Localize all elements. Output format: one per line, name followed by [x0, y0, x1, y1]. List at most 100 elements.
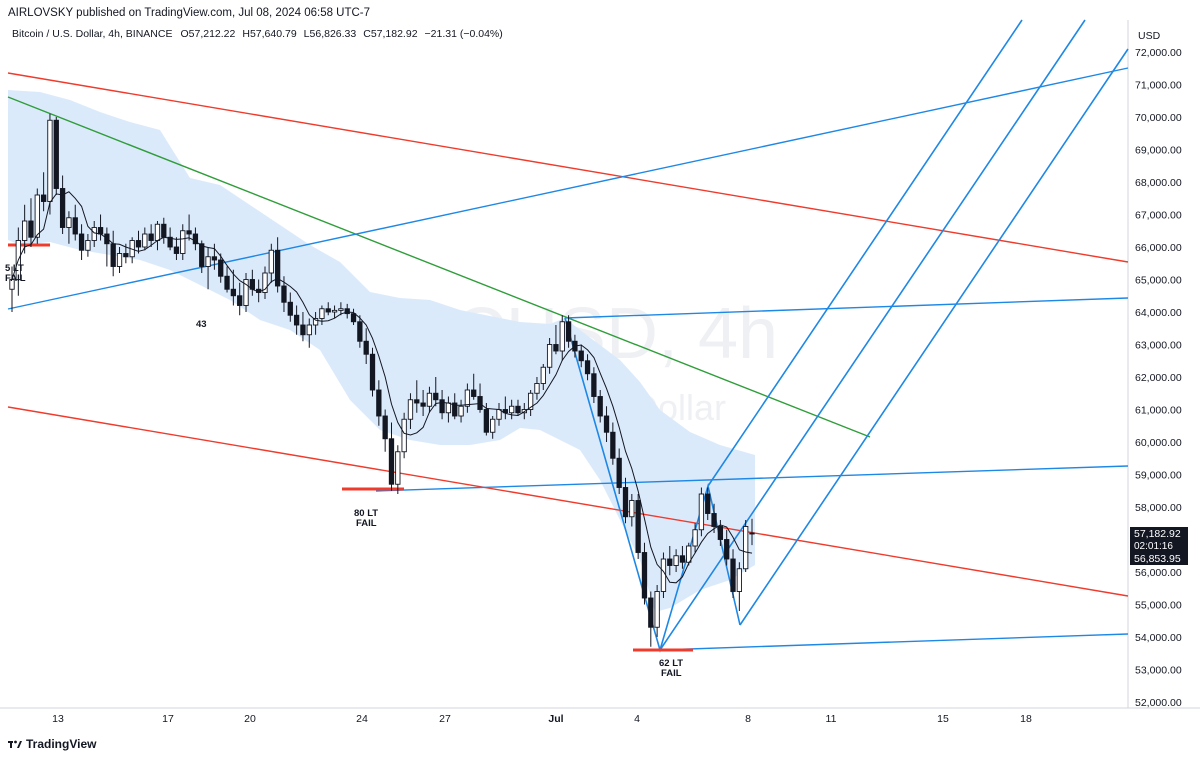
candle-down: [350, 313, 357, 323]
candle-down: [218, 259, 224, 277]
candle-down: [230, 288, 237, 297]
annotation-5-lt: 5 LT: [5, 263, 24, 274]
time-tick-label: 15: [937, 713, 949, 725]
price-tick-label: 68,000.00: [1135, 177, 1182, 189]
candle-down: [483, 409, 490, 433]
candle-up: [47, 119, 53, 202]
pitchfork-lower[interactable]: [739, 48, 1129, 626]
candle-down: [584, 360, 591, 375]
time-tick-label: 24: [356, 713, 368, 725]
symbol-info-line: Bitcoin / U.S. Dollar, 4h, BINANCE O57,21…: [12, 28, 503, 40]
tradingview-logo-text: TradingView: [26, 737, 97, 751]
candle-up: [546, 344, 553, 368]
candle-up: [268, 249, 274, 274]
candle-up: [540, 366, 546, 384]
blue-line-lower[interactable]: [659, 633, 1129, 651]
time-tick-label: 17: [162, 713, 174, 725]
blue-line-upper[interactable]: [564, 297, 1129, 319]
tradingview-logo[interactable]: TradingView: [8, 737, 96, 751]
candle-down: [711, 513, 717, 527]
price-axis[interactable]: 72,000.00 71,000.00 70,000.00 69,000.00 68,0…: [1135, 47, 1182, 709]
symbol-label[interactable]: Bitcoin / U.S. Dollar, 4h, BINANCE: [12, 28, 173, 40]
channel-lower-line[interactable]: [7, 406, 1129, 597]
candle-up: [262, 272, 268, 293]
time-tick-label: 27: [439, 713, 451, 725]
candle-up: [490, 418, 496, 433]
moving-average-line: [11, 191, 753, 584]
candle-up: [401, 418, 407, 453]
candle-down: [610, 431, 616, 459]
channel-upper-line[interactable]: [7, 72, 1129, 263]
candle-up: [698, 493, 705, 531]
candle-down: [192, 233, 199, 245]
pitchfork-median[interactable]: [659, 19, 1086, 651]
candle-down: [72, 217, 78, 235]
candle-down: [293, 314, 300, 326]
candle-down: [414, 399, 420, 404]
candle-up: [205, 256, 211, 267]
candle-up: [407, 399, 414, 420]
candle-up: [154, 223, 161, 241]
candle-up: [66, 217, 72, 228]
candle-down: [705, 493, 711, 514]
candle-up: [395, 451, 401, 485]
candle-up: [673, 555, 679, 566]
candle-up: [331, 309, 338, 313]
candle-up: [686, 545, 692, 563]
candle-down: [224, 275, 230, 290]
blue-line-middle[interactable]: [375, 465, 1129, 492]
candle-down: [344, 308, 350, 315]
countdown-tag: 02:01:16: [1134, 541, 1173, 552]
candle-down: [161, 223, 167, 238]
blue-trendline-long[interactable]: [7, 67, 1129, 310]
candle-down: [167, 236, 173, 248]
candle-down: [369, 353, 376, 391]
candle-down: [78, 233, 85, 251]
candle-down: [578, 350, 584, 362]
price-tick-label: 70,000.00: [1135, 112, 1182, 124]
candle-up: [534, 383, 540, 394]
time-tick-label: 4: [634, 713, 640, 725]
candle-up: [736, 568, 743, 592]
candle-down: [325, 308, 331, 313]
green-trendline[interactable]: [7, 96, 871, 438]
candle-up: [180, 230, 186, 254]
time-axis[interactable]: 13 17 20 24 27 Jul 4 8 11 15 18: [52, 713, 1032, 725]
countdown-tag-bg: [1130, 540, 1188, 552]
candle-down: [603, 415, 610, 433]
price-tick-label: 64,000.00: [1135, 307, 1182, 319]
pitchfork-upper[interactable]: [707, 19, 1023, 487]
candle-up: [426, 392, 433, 407]
tradingview-icon: [8, 740, 22, 748]
price-tick-label: 72,000.00: [1135, 47, 1182, 59]
last-price-tag: 57,182.92: [1134, 528, 1181, 540]
candle-down: [300, 324, 306, 336]
candle-down: [376, 389, 382, 417]
candle-down: [135, 240, 142, 248]
annotation-80-lt: 80 LT: [354, 508, 378, 519]
ohlc-close: C57,182.92: [363, 28, 418, 40]
candle-down: [471, 389, 477, 397]
candle-down: [730, 558, 736, 592]
candle-up: [312, 318, 319, 326]
candle-down: [641, 552, 648, 599]
candle-up: [654, 591, 660, 628]
candle-up: [116, 253, 123, 267]
candle-down: [274, 249, 281, 287]
candle-down: [199, 243, 205, 267]
annotation-fail-3: FAIL: [661, 668, 682, 679]
candle-down: [53, 119, 59, 189]
time-tick-label: 11: [826, 713, 837, 725]
ohlc-high: H57,640.79: [242, 28, 297, 40]
time-tick-label: Jul: [548, 713, 563, 725]
candle-down: [211, 256, 218, 261]
candle-up: [21, 220, 28, 241]
candle-down: [635, 500, 641, 553]
candle-up: [306, 324, 312, 336]
ma-price-tag-bg: [1130, 552, 1188, 565]
candle-down: [420, 402, 426, 407]
candle-down: [724, 539, 730, 560]
candle-up: [464, 389, 471, 407]
annotation-62-lt: 62 LT: [659, 658, 683, 669]
